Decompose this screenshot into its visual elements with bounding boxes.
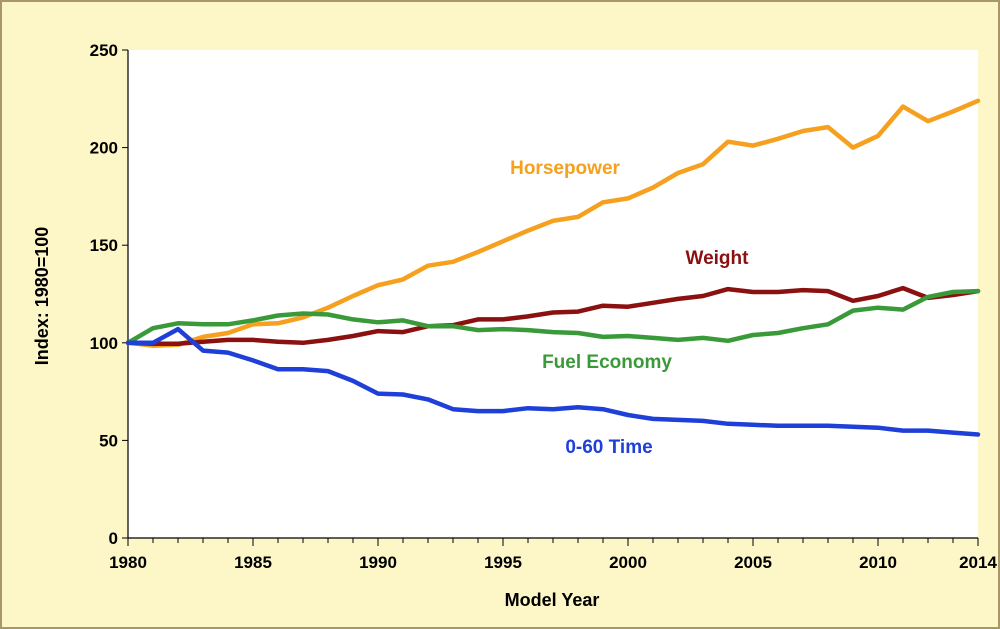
x-tick-label: 2014 <box>959 553 997 572</box>
series-label-horsepower: Horsepower <box>510 158 620 179</box>
series-label-fuel-economy: Fuel Economy <box>542 352 672 373</box>
y-tick-label: 100 <box>90 334 118 353</box>
x-tick-label: 2010 <box>859 553 897 572</box>
x-tick-label: 1995 <box>484 553 522 572</box>
x-tick-label: 1985 <box>234 553 272 572</box>
series-line-horsepower <box>125 98 981 348</box>
y-tick-label: 150 <box>90 236 118 255</box>
x-tick-label: 1980 <box>109 553 147 572</box>
x-tick-label: 1990 <box>359 553 397 572</box>
series-label-weight: Weight <box>686 248 750 269</box>
y-tick-label: 250 <box>90 41 118 60</box>
series-line-weight <box>125 285 981 347</box>
series-label-0-60-time: 0-60 Time <box>565 437 652 458</box>
x-tick-label: 2000 <box>609 553 647 572</box>
x-axis-title: Model Year <box>505 590 600 610</box>
y-tick-label: 0 <box>109 529 118 548</box>
y-tick-label: 200 <box>90 139 118 158</box>
plot-area <box>128 50 978 538</box>
x-tick-label: 2005 <box>734 553 772 572</box>
series-line-fuel-economy <box>125 288 981 346</box>
y-tick-label: 50 <box>99 431 118 450</box>
y-axis-title: Index: 1980=100 <box>32 227 52 366</box>
series-line-0-60-time <box>125 326 981 437</box>
